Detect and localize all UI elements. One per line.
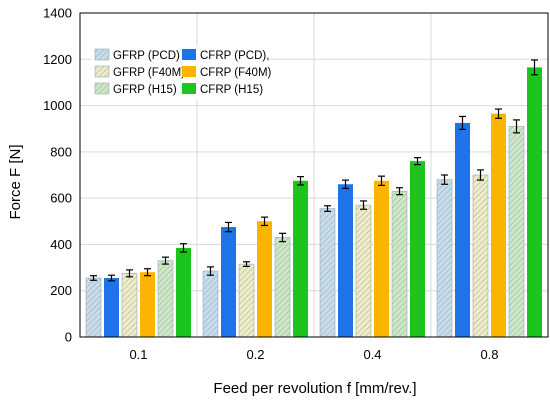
bar-gfrp-f40m-0.4 bbox=[355, 204, 372, 338]
legend-swatch bbox=[94, 65, 110, 78]
error-bar bbox=[261, 216, 268, 227]
bar-cfrp-pcd-0.8 bbox=[455, 122, 470, 337]
plot-frame bbox=[79, 12, 549, 338]
bar-cfrp-f40m-0.8 bbox=[491, 113, 506, 338]
error-bar bbox=[513, 119, 520, 134]
x-axis-title: Feed per revolution f [mm/rev.] bbox=[213, 380, 416, 397]
error-bar bbox=[378, 175, 385, 187]
y-tick-label: 0 bbox=[65, 330, 72, 345]
bar-gfrp-h15-0.2 bbox=[274, 237, 291, 338]
error-bar bbox=[441, 174, 448, 185]
y-tick-label: 800 bbox=[50, 144, 72, 159]
legend-swatch bbox=[182, 83, 196, 94]
x-tick-label: 0.8 bbox=[480, 347, 498, 362]
bar-gfrp-pcd-0.1 bbox=[85, 277, 102, 338]
error-bar bbox=[396, 187, 403, 196]
error-bar bbox=[207, 266, 214, 276]
error-bar bbox=[225, 221, 232, 233]
x-tick-label: 0.2 bbox=[246, 347, 264, 362]
legend-entry-label: GFRP (H15) bbox=[113, 84, 177, 96]
y-tick-label: 1200 bbox=[43, 52, 72, 67]
legend-swatch bbox=[94, 48, 110, 61]
error-bar bbox=[459, 115, 466, 131]
bar-cfrp-f40m-0.1 bbox=[140, 272, 155, 337]
error-bar bbox=[477, 169, 484, 181]
y-axis-title: Force F [N] bbox=[7, 144, 24, 219]
bar-cfrp-h15-0.8 bbox=[527, 67, 542, 337]
error-bar bbox=[126, 269, 133, 278]
error-bar bbox=[531, 59, 538, 76]
legend-swatch bbox=[94, 82, 110, 95]
y-tick-label: 400 bbox=[50, 237, 72, 252]
bar-gfrp-f40m-0.8 bbox=[472, 174, 489, 338]
legend-entry-label: CFRP (H15) bbox=[200, 84, 263, 96]
error-bar bbox=[279, 232, 286, 243]
bar-gfrp-pcd-0.2 bbox=[202, 270, 219, 338]
legend-entry-label: CFRP (PCD), bbox=[200, 50, 269, 62]
legend-swatch bbox=[182, 49, 196, 60]
legend-swatch bbox=[182, 66, 196, 77]
error-bar bbox=[324, 205, 331, 212]
bar-cfrp-h15-0.1 bbox=[176, 247, 191, 337]
legend-entry-label: CFRP (F40M) bbox=[200, 67, 272, 79]
legend bbox=[91, 46, 269, 101]
error-bar bbox=[108, 274, 115, 282]
error-bar bbox=[297, 176, 304, 186]
y-tick-label: 1000 bbox=[43, 98, 72, 113]
error-bar bbox=[495, 108, 502, 119]
bar-gfrp-pcd-0.8 bbox=[436, 179, 453, 338]
legend-entry-label: GFRP (PCD) bbox=[113, 50, 180, 62]
error-bar bbox=[360, 200, 367, 210]
error-bar bbox=[342, 179, 349, 190]
bar-gfrp-f40m-0.1 bbox=[121, 273, 138, 338]
bar-cfrp-h15-0.4 bbox=[410, 161, 425, 337]
x-tick-label: 0.4 bbox=[363, 347, 381, 362]
x-tick-label: 0.1 bbox=[129, 347, 147, 362]
y-tick-label: 600 bbox=[50, 191, 72, 206]
bar-cfrp-pcd-0.2 bbox=[221, 227, 236, 337]
bar-gfrp-h15-0.1 bbox=[157, 260, 174, 338]
error-bar bbox=[414, 157, 421, 166]
legend-entry-label: GFRP (F40M) bbox=[113, 67, 185, 79]
bar-cfrp-h15-0.2 bbox=[293, 180, 308, 337]
bar-cfrp-pcd-0.4 bbox=[338, 184, 353, 337]
bar-cfrp-f40m-0.4 bbox=[374, 180, 389, 337]
y-tick-label: 200 bbox=[50, 283, 72, 298]
error-bar bbox=[144, 268, 151, 277]
error-bar bbox=[162, 256, 169, 265]
error-bar bbox=[180, 243, 187, 253]
error-bar bbox=[243, 261, 250, 268]
bar-gfrp-h15-0.8 bbox=[508, 126, 525, 338]
bar-cfrp-pcd-0.1 bbox=[104, 277, 119, 337]
bar-cfrp-f40m-0.2 bbox=[257, 221, 272, 337]
bar-gfrp-h15-0.4 bbox=[391, 190, 408, 338]
bar-gfrp-pcd-0.4 bbox=[319, 208, 336, 338]
y-tick-label: 1400 bbox=[43, 6, 72, 21]
bar-gfrp-f40m-0.2 bbox=[238, 263, 255, 338]
error-bar bbox=[90, 275, 97, 281]
